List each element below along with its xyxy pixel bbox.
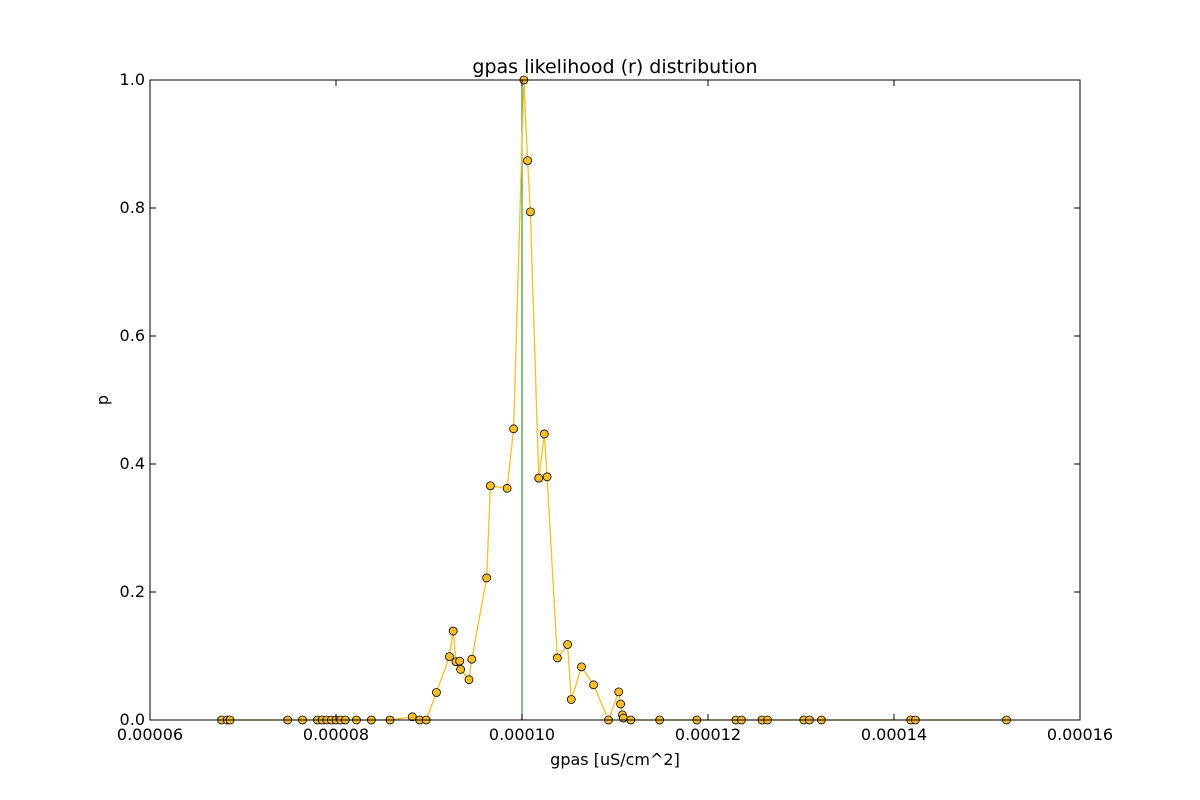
data-point xyxy=(566,695,576,704)
y-tick-label: 0.6 xyxy=(120,326,145,345)
plot-frame xyxy=(149,79,1081,721)
data-point xyxy=(445,652,454,662)
y-axis-label: p xyxy=(93,395,112,405)
data-point xyxy=(552,653,562,663)
data-point xyxy=(456,665,466,674)
y-tick-label: 0.2 xyxy=(120,582,145,601)
data-point xyxy=(616,699,625,709)
data-point xyxy=(525,207,535,217)
x-tick-label: 0.00014 xyxy=(861,725,927,744)
data-point xyxy=(509,424,519,434)
plot-area xyxy=(217,75,1011,725)
data-point xyxy=(589,680,599,690)
data-point xyxy=(502,483,512,493)
x-tick-label: 0.00016 xyxy=(1047,725,1113,744)
data-point xyxy=(563,640,572,649)
x-tick-label: 0.00008 xyxy=(303,725,369,744)
data-point xyxy=(539,429,549,439)
series-line xyxy=(221,79,1007,722)
data-point xyxy=(614,687,624,697)
y-axis: 0.0 0.2 0.4 0.6 0.8 1.0 xyxy=(120,70,1080,729)
chart-title: gpas likelihood (r) distribution xyxy=(472,56,757,78)
y-tick-label: 0.0 xyxy=(120,710,145,729)
data-point xyxy=(618,713,628,723)
y-tick-label: 0.4 xyxy=(120,454,145,473)
data-point xyxy=(432,688,441,697)
data-point xyxy=(534,473,544,483)
data-point xyxy=(464,675,474,685)
data-point xyxy=(485,481,495,491)
data-point xyxy=(542,472,552,482)
data-point xyxy=(407,712,417,722)
y-tick-label: 0.8 xyxy=(120,198,145,217)
data-point xyxy=(482,573,492,583)
data-point xyxy=(523,156,532,166)
x-axis-label: gpas [uS/cm^2] xyxy=(550,750,680,769)
x-tick-label: 0.00010 xyxy=(489,725,555,744)
data-point xyxy=(448,626,458,636)
data-point xyxy=(577,662,586,672)
x-tick-label: 0.00006 xyxy=(117,725,183,744)
x-tick-label: 0.00012 xyxy=(675,725,741,744)
x-axis: 0.00006 0.00008 0.00010 0.00012 0.00014 0.000… xyxy=(117,80,1113,744)
data-point xyxy=(467,654,477,664)
data-point xyxy=(455,656,465,666)
y-tick-label: 1.0 xyxy=(120,70,145,89)
